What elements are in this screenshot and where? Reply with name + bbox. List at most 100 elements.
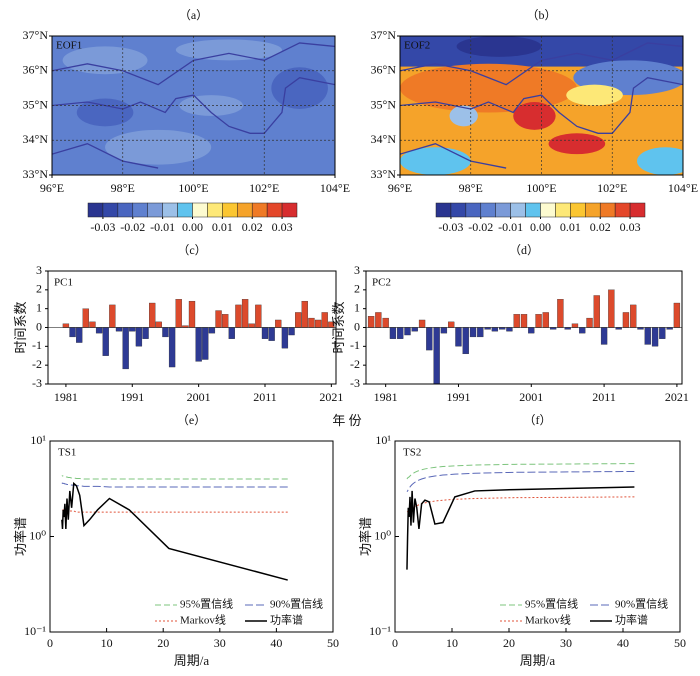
panel-title: （e）: [177, 413, 206, 427]
map-patch: [76, 98, 134, 127]
panel-label: TS2: [403, 447, 421, 459]
x-tick-label: 1981: [374, 390, 398, 404]
x-tick-label: 2001: [519, 390, 543, 404]
x-axis-label: 周期/a: [174, 653, 210, 668]
colorbar-cell: [585, 202, 601, 218]
x-tick-label: 50: [327, 636, 339, 650]
bar: [102, 327, 109, 356]
colorbar-cell: [629, 202, 646, 218]
bar: [600, 327, 608, 345]
x-tick-label: 20: [503, 636, 515, 650]
map-patch: [62, 46, 148, 75]
bar: [491, 327, 499, 332]
legend-label: Markov线: [525, 613, 571, 627]
map-patch: [179, 95, 244, 116]
bar: [135, 327, 143, 347]
bar: [89, 321, 96, 328]
bar: [122, 327, 129, 370]
y-axis-label: 功率谱: [358, 517, 373, 556]
bar: [188, 300, 196, 328]
series-line: [406, 496, 635, 513]
plot-frame: [49, 440, 334, 633]
x-tick-label: 10: [101, 636, 113, 650]
map-label: EOF1: [56, 40, 82, 52]
y-tick-label: 10⁰: [29, 528, 46, 542]
bar: [528, 327, 535, 334]
map-label: EOF2: [404, 40, 430, 52]
bar: [513, 314, 520, 328]
river: [52, 77, 335, 134]
colorbar-cell: [177, 202, 193, 218]
bar: [579, 327, 586, 334]
colorbar-cell: [117, 202, 134, 218]
y-tick-label: 1: [354, 300, 360, 314]
bar: [76, 327, 83, 343]
bar: [202, 327, 209, 360]
x-tick-label: 2011: [592, 390, 616, 404]
bar: [62, 323, 70, 328]
legend-label: 95%置信线: [180, 597, 233, 611]
map-patch: [400, 63, 577, 113]
bar: [469, 327, 477, 338]
bar: [308, 317, 315, 328]
map-patch: [105, 129, 212, 165]
colorbar-cell: [147, 202, 163, 218]
series-line: [61, 482, 288, 488]
y-tick-label: 10⁰: [374, 528, 391, 542]
y-tick-label: 35°N: [23, 97, 49, 111]
bar: [268, 327, 275, 341]
bar: [367, 316, 375, 328]
y-tick-label: 3: [354, 263, 360, 277]
x-tick-label: 96°E: [388, 181, 412, 195]
colorbar-cell: [570, 202, 586, 218]
bar: [175, 299, 182, 328]
colorbar-cell: [132, 202, 148, 218]
y-tick-label: 34°N: [23, 132, 49, 146]
x-tick-label: 1981: [54, 390, 78, 404]
panel-label: TS1: [58, 447, 76, 459]
x-tick-label: 102°E: [597, 181, 627, 195]
y-tick-label: 33°N: [371, 167, 397, 181]
x-tick-label: 104°E: [320, 181, 350, 195]
colorbar-tick-label: 0.01: [212, 220, 233, 234]
map-field: [400, 36, 683, 175]
series-line: [406, 470, 635, 492]
y-tick-label: 33°N: [23, 167, 49, 181]
x-tick-label: 2021: [665, 390, 689, 404]
bar: [622, 312, 630, 328]
series-line: [406, 486, 635, 570]
x-tick-label: 30: [560, 636, 572, 650]
map-field: [52, 36, 335, 175]
bar: [455, 327, 462, 347]
bar: [477, 327, 484, 338]
y-tick-label: -3: [32, 376, 42, 390]
bar: [115, 327, 123, 332]
bar: [506, 327, 513, 332]
colorbar-tick-label: 0.02: [242, 220, 263, 234]
x-tick-label: 100°E: [178, 181, 208, 195]
y-tick-label: 37°N: [23, 28, 49, 42]
colorbar-tick-label: -0.02: [120, 220, 145, 234]
y-tick-label: -3: [350, 376, 360, 390]
bar: [440, 327, 448, 334]
bar: [397, 327, 404, 339]
x-tick-label: 2021: [319, 390, 343, 404]
y-tick-label: -1: [350, 338, 360, 352]
plot-frame: [47, 270, 337, 385]
bar: [142, 327, 149, 339]
y-axis-label: 功率谱: [13, 517, 28, 556]
x-axis-label: 周期/a: [520, 653, 556, 668]
map-patch: [637, 147, 683, 175]
bar: [542, 312, 549, 328]
x-tick-label: 2011: [253, 390, 277, 404]
panel-title: （a）: [179, 8, 208, 22]
bar: [448, 321, 455, 328]
bar: [571, 323, 579, 328]
bar: [155, 321, 162, 328]
colorbar-tick-label: 0.03: [620, 220, 641, 234]
colorbar-tick-label: -0.01: [498, 220, 523, 234]
colorbar-cell: [162, 202, 178, 218]
bar: [630, 304, 637, 328]
y-tick-label: 0: [36, 319, 42, 333]
